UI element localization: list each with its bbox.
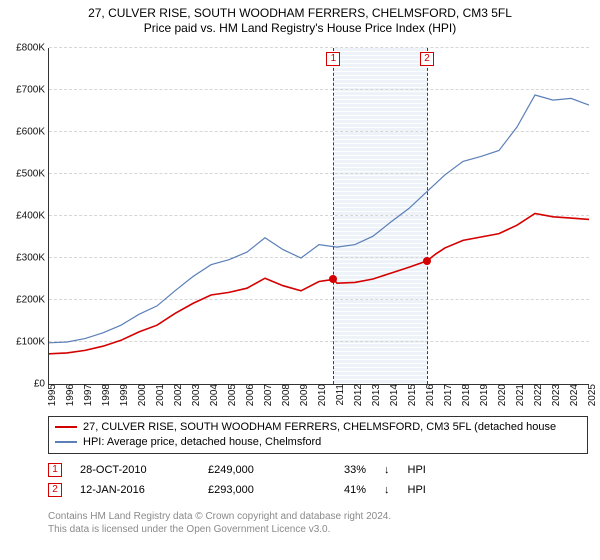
x-tick-label: 2007 (261, 384, 274, 406)
y-tick-label: £300K (16, 253, 49, 264)
y-tick-label: £400K (16, 211, 49, 222)
y-tick-label: £100K (16, 337, 49, 348)
event-pct-1: 33% (306, 464, 366, 476)
x-tick-label: 2011 (333, 384, 346, 406)
legend-swatch-property (55, 426, 77, 428)
event-table: 1 28-OCT-2010 £249,000 33% ↓ HPI 2 12-JA… (48, 460, 588, 500)
event-tag-1: HPI (408, 464, 426, 476)
event-date-1: 28-OCT-2010 (80, 464, 190, 476)
chart-series-svg (49, 48, 589, 384)
x-tick-label: 2025 (585, 384, 598, 406)
event-date-2: 12-JAN-2016 (80, 484, 190, 496)
event-price-1: £249,000 (208, 464, 288, 476)
x-tick-label: 2012 (351, 384, 364, 406)
legend-row-property: 27, CULVER RISE, SOUTH WOODHAM FERRERS, … (55, 420, 581, 435)
y-tick-label: £700K (16, 85, 49, 96)
x-tick-label: 2022 (531, 384, 544, 406)
event-price-2: £293,000 (208, 484, 288, 496)
chart-title-line2: Price paid vs. HM Land Registry's House … (0, 21, 600, 36)
legend-label-hpi: HPI: Average price, detached house, Chel… (83, 435, 321, 450)
event-arrow-1: ↓ (384, 464, 390, 476)
x-tick-label: 1997 (81, 384, 94, 406)
y-tick-label: £800K (16, 43, 49, 54)
y-tick-label: £600K (16, 127, 49, 138)
event-marker-2: 2 (48, 483, 62, 497)
chart-title-line1: 27, CULVER RISE, SOUTH WOODHAM FERRERS, … (0, 6, 600, 21)
series-dot-property (329, 275, 337, 283)
event-vline (333, 48, 334, 384)
x-tick-label: 2014 (387, 384, 400, 406)
x-tick-label: 2013 (369, 384, 382, 406)
event-row-2: 2 12-JAN-2016 £293,000 41% ↓ HPI (48, 480, 588, 500)
x-tick-label: 2023 (549, 384, 562, 406)
x-tick-label: 2024 (567, 384, 580, 406)
legend-label-property: 27, CULVER RISE, SOUTH WOODHAM FERRERS, … (83, 420, 556, 435)
x-tick-label: 1998 (99, 384, 112, 406)
footer-line2: This data is licensed under the Open Gov… (48, 523, 588, 536)
x-tick-label: 2015 (405, 384, 418, 406)
y-tick-label: £200K (16, 295, 49, 306)
event-marker-1: 1 (48, 463, 62, 477)
event-arrow-2: ↓ (384, 484, 390, 496)
x-tick-label: 2020 (495, 384, 508, 406)
x-tick-label: 2018 (459, 384, 472, 406)
x-tick-label: 2000 (135, 384, 148, 406)
chart-plot-area: £0£100K£200K£300K£400K£500K£600K£700K£80… (48, 48, 589, 385)
event-tag-2: HPI (408, 484, 426, 496)
x-tick-label: 2016 (423, 384, 436, 406)
x-tick-label: 2021 (513, 384, 526, 406)
event-pct-2: 41% (306, 484, 366, 496)
x-tick-label: 2002 (171, 384, 184, 406)
legend-box: 27, CULVER RISE, SOUTH WOODHAM FERRERS, … (48, 416, 588, 454)
x-tick-label: 2006 (243, 384, 256, 406)
x-tick-label: 2009 (297, 384, 310, 406)
x-tick-label: 2001 (153, 384, 166, 406)
footer-attribution: Contains HM Land Registry data © Crown c… (48, 510, 588, 536)
series-line-hpi (49, 95, 589, 343)
event-marker-top: 1 (326, 52, 340, 66)
x-tick-label: 1995 (45, 384, 58, 406)
event-marker-top: 2 (420, 52, 434, 66)
x-tick-label: 2010 (315, 384, 328, 406)
y-tick-label: £500K (16, 169, 49, 180)
x-tick-label: 1996 (63, 384, 76, 406)
x-tick-label: 2017 (441, 384, 454, 406)
x-tick-label: 2003 (189, 384, 202, 406)
x-tick-label: 2008 (279, 384, 292, 406)
event-vline (427, 48, 428, 384)
x-tick-label: 2005 (225, 384, 238, 406)
x-tick-label: 1999 (117, 384, 130, 406)
legend-row-hpi: HPI: Average price, detached house, Chel… (55, 435, 581, 450)
series-line-property (49, 214, 589, 354)
x-tick-label: 2019 (477, 384, 490, 406)
legend-swatch-hpi (55, 441, 77, 443)
x-tick-label: 2004 (207, 384, 220, 406)
series-dot-property (423, 257, 431, 265)
footer-line1: Contains HM Land Registry data © Crown c… (48, 510, 588, 523)
event-row-1: 1 28-OCT-2010 £249,000 33% ↓ HPI (48, 460, 588, 480)
